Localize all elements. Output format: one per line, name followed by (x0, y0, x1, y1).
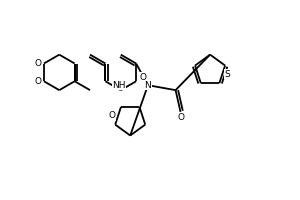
Text: O: O (177, 113, 184, 122)
Text: S: S (224, 70, 230, 79)
Text: O: O (34, 77, 41, 86)
Text: N: N (145, 81, 151, 90)
Text: O: O (109, 111, 116, 120)
Text: O: O (34, 59, 41, 68)
Text: NH: NH (112, 81, 125, 90)
Text: O: O (140, 73, 146, 82)
